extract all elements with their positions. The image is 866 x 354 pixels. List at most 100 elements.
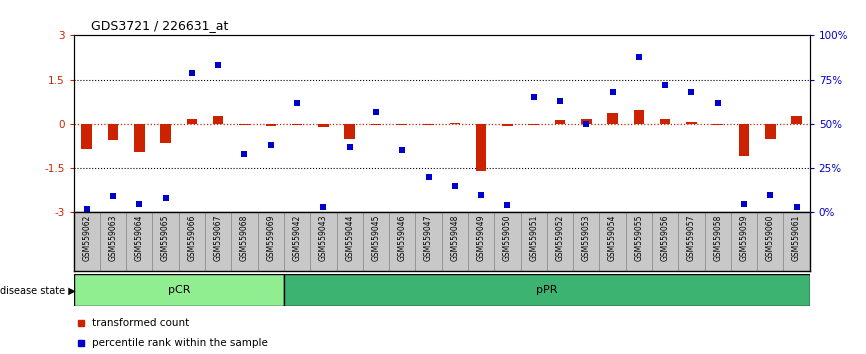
Text: GSM559057: GSM559057 <box>687 214 696 261</box>
Bar <box>739 124 749 156</box>
Bar <box>292 124 302 125</box>
Bar <box>757 212 784 271</box>
Text: GSM559060: GSM559060 <box>766 214 775 261</box>
Text: GSM559054: GSM559054 <box>608 214 617 261</box>
Bar <box>81 124 92 149</box>
Point <box>132 201 146 206</box>
Bar <box>363 212 389 271</box>
Bar <box>713 124 723 125</box>
Bar <box>731 212 757 271</box>
Text: GSM559069: GSM559069 <box>266 214 275 261</box>
Point <box>711 100 725 105</box>
Bar <box>573 212 599 271</box>
Text: GSM559068: GSM559068 <box>240 214 249 261</box>
Text: GSM559046: GSM559046 <box>397 214 407 261</box>
Bar <box>160 124 171 143</box>
Point <box>343 144 357 150</box>
Point <box>422 174 436 180</box>
Bar <box>178 212 205 271</box>
Bar <box>502 124 513 126</box>
Text: GSM559064: GSM559064 <box>135 214 144 261</box>
Point <box>316 204 330 210</box>
Text: GSM559043: GSM559043 <box>319 214 328 261</box>
Bar <box>475 124 487 171</box>
Bar <box>581 119 591 124</box>
Bar <box>74 212 100 271</box>
Bar <box>416 212 442 271</box>
Point <box>501 202 514 208</box>
Point <box>185 70 199 75</box>
Bar <box>652 212 678 271</box>
Bar <box>266 124 276 126</box>
Bar <box>442 212 468 271</box>
Text: GSM559053: GSM559053 <box>582 214 591 261</box>
Bar <box>284 212 310 271</box>
Bar <box>318 124 328 127</box>
Text: disease state ▶: disease state ▶ <box>0 285 75 295</box>
Bar <box>678 212 705 271</box>
Text: GSM559056: GSM559056 <box>661 214 669 261</box>
Text: GSM559051: GSM559051 <box>529 214 538 261</box>
Bar <box>520 212 546 271</box>
Text: GSM559066: GSM559066 <box>187 214 197 261</box>
Text: transformed count: transformed count <box>92 318 190 328</box>
Text: pPR: pPR <box>536 285 558 295</box>
Bar <box>660 119 670 124</box>
Bar <box>337 212 363 271</box>
Point <box>369 109 383 114</box>
Bar <box>284 274 810 306</box>
Bar <box>423 124 434 125</box>
Point <box>448 183 462 189</box>
Point <box>658 82 672 88</box>
Bar <box>310 212 337 271</box>
Text: percentile rank within the sample: percentile rank within the sample <box>92 338 268 348</box>
Point <box>632 54 646 59</box>
Point <box>527 95 540 100</box>
Point <box>264 142 278 148</box>
Point <box>158 195 172 201</box>
Bar <box>74 274 284 306</box>
Point <box>553 98 567 104</box>
Text: GSM559049: GSM559049 <box>476 214 486 261</box>
Point <box>737 201 751 206</box>
Bar <box>705 212 731 271</box>
Bar <box>345 124 355 139</box>
Point <box>605 89 619 95</box>
Text: GSM559055: GSM559055 <box>634 214 643 261</box>
Text: GSM559058: GSM559058 <box>714 214 722 261</box>
Bar <box>126 212 152 271</box>
Text: GSM559062: GSM559062 <box>82 214 91 261</box>
Bar <box>528 124 539 125</box>
Text: GSM559045: GSM559045 <box>372 214 380 261</box>
Text: GSM559050: GSM559050 <box>503 214 512 261</box>
Point <box>684 89 698 95</box>
Point <box>475 192 488 198</box>
Text: GSM559063: GSM559063 <box>108 214 118 261</box>
Bar <box>555 120 565 124</box>
Bar <box>107 124 119 140</box>
Text: GSM559044: GSM559044 <box>346 214 354 261</box>
Bar <box>205 212 231 271</box>
Text: pCR: pCR <box>167 285 190 295</box>
Text: GSM559059: GSM559059 <box>740 214 748 261</box>
Point <box>211 63 225 68</box>
Point <box>763 192 777 198</box>
Bar <box>100 212 126 271</box>
Bar <box>239 124 249 125</box>
Text: GSM559042: GSM559042 <box>293 214 301 261</box>
Bar <box>607 113 617 124</box>
Bar <box>686 121 696 124</box>
Bar <box>625 212 652 271</box>
Bar <box>187 119 197 124</box>
Text: GSM559047: GSM559047 <box>424 214 433 261</box>
Bar <box>397 124 408 125</box>
Bar <box>152 212 178 271</box>
Bar <box>258 212 284 271</box>
Bar <box>231 212 258 271</box>
Bar <box>389 212 416 271</box>
Text: GSM559061: GSM559061 <box>792 214 801 261</box>
Bar <box>792 116 802 124</box>
Point <box>790 204 804 210</box>
Bar <box>494 212 520 271</box>
Bar <box>371 124 381 125</box>
